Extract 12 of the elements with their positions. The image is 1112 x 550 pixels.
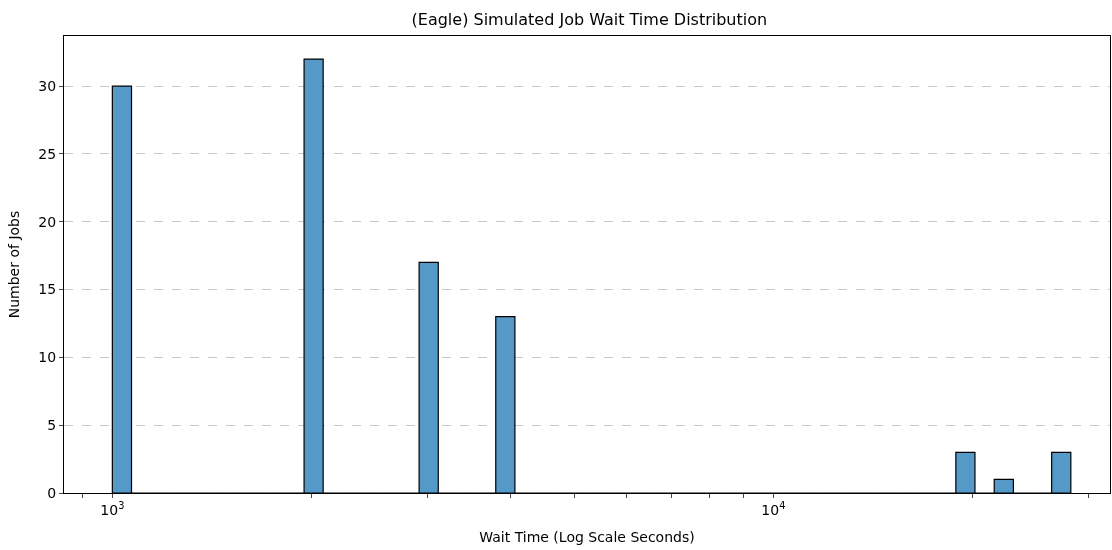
y-tick-label: 5 [47, 417, 57, 434]
y-tick-label: 25 [38, 145, 57, 162]
y-tick-label: 20 [38, 213, 57, 230]
x-tick-label: 10$^{4}$ [761, 499, 786, 518]
y-axis-title: Number of Jobs [5, 210, 22, 319]
y-tick-label: 30 [38, 78, 57, 95]
y-tick-label: 0 [47, 484, 57, 501]
chart-title: (Eagle) Simulated Job Wait Time Distribution [411, 9, 768, 29]
y-tick-label: 15 [38, 281, 57, 298]
y-tick-label: 10 [38, 349, 57, 366]
x-tick-label: 10$^{3}$ [100, 499, 125, 518]
x-axis-title: Wait Time (Log Scale Seconds) [479, 529, 695, 546]
